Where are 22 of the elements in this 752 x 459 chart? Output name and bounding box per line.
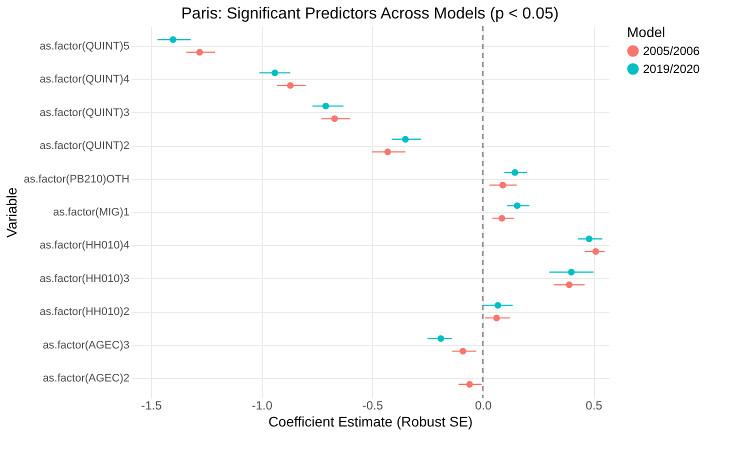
y-tick-label: as.factor(AGEC)3 [42,339,130,352]
y-axis-title: Variable [4,187,20,238]
legend-label: 2005/2006 [643,44,700,58]
y-tick-label: as.factor(AGEC)2 [42,372,130,385]
x-tick-label: -1.5 [141,398,162,412]
y-tick-label: as.factor(HH010)2 [40,306,130,318]
x-tick-label: 0.5 [586,398,603,412]
legend-label: 2019/2020 [643,62,700,76]
x-tick-label: -1.0 [252,398,273,412]
y-tick-label: as.factor(PB210)OTH [24,173,130,186]
y-tick-label: as.factor(QUINT)3 [40,106,130,119]
x-axis-title: Coefficient Estimate (Robust SE) [268,414,473,430]
y-tick-label: as.factor(QUINT)2 [40,140,130,152]
chart-title: Paris: Significant Predictors Across Models (p < 0.05) [181,6,559,22]
y-tick-label: as.factor(QUINT)5 [40,40,130,52]
y-tick-label: as.factor(HH010)3 [40,272,130,285]
y-tick-label: as.factor(MIG)1 [53,206,130,218]
legend-title: Model [627,24,666,40]
x-tick-label: 0.0 [475,398,492,412]
y-tick-label: as.factor(QUINT)4 [40,74,130,86]
y-tick-label: as.factor(HH010)4 [40,240,130,252]
x-tick-label: -0.5 [362,398,384,412]
